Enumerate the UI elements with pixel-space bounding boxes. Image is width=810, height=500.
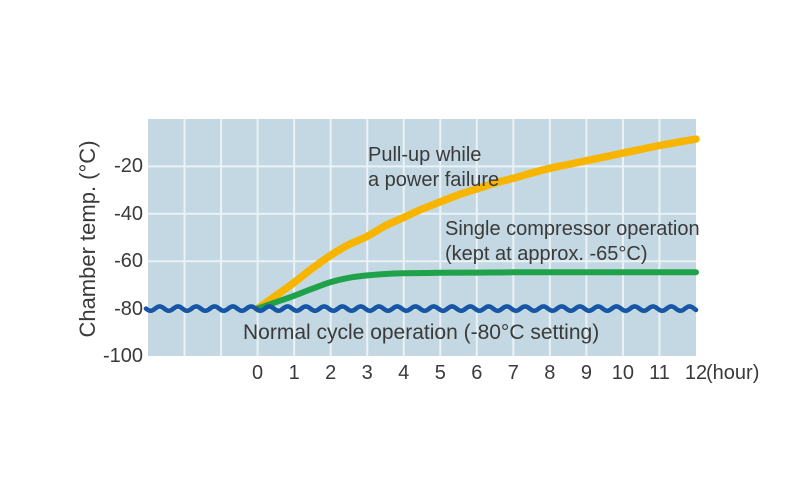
single-compressor-curve (254, 269, 699, 312)
x-tick-label: 9 (580, 362, 592, 384)
y-tick-label: -80 (114, 297, 143, 320)
y-tick-label: -100 (102, 345, 143, 367)
x-tick-label: 5 (434, 362, 446, 384)
x-tick-label: 4 (398, 362, 410, 384)
x-tick-label: 8 (544, 362, 556, 384)
x-tick-label: 6 (471, 362, 483, 384)
x-tick-label: 7 (507, 362, 519, 384)
x-tick-label: 11 (649, 362, 670, 384)
x-tick-label: 1 (288, 362, 300, 384)
x-tick-label: 0 (252, 362, 264, 384)
x-tick-label: 10 (611, 362, 635, 384)
y-tick-label: -40 (114, 202, 143, 225)
x-tick-label: 3 (361, 362, 373, 384)
annotation-pullup-line2: a power failure (368, 169, 500, 191)
y-tick-label: -20 (114, 155, 143, 178)
x-axis-unit-label: (hour) (706, 362, 760, 384)
annotation-single-compressor: Single compressor operation (kept at app… (445, 217, 700, 267)
y-tick-label: -60 (114, 250, 143, 273)
annotation-pullup-line1: Pull-up while (368, 144, 482, 166)
annotation-normal-cycle: Normal cycle operation (-80°C setting) (243, 321, 600, 344)
annotation-single-line1: Single compressor operation (445, 218, 700, 240)
annotation-single-line2: (kept at approx. -65°C) (445, 243, 648, 265)
annotation-pullup-curve: Pull-up while a power failure (368, 143, 499, 193)
x-tick-label: 2 (325, 362, 337, 384)
normal-cycle-curve (143, 304, 699, 314)
pullup-curve (253, 135, 700, 313)
x-tick-label: 12 (684, 362, 708, 384)
